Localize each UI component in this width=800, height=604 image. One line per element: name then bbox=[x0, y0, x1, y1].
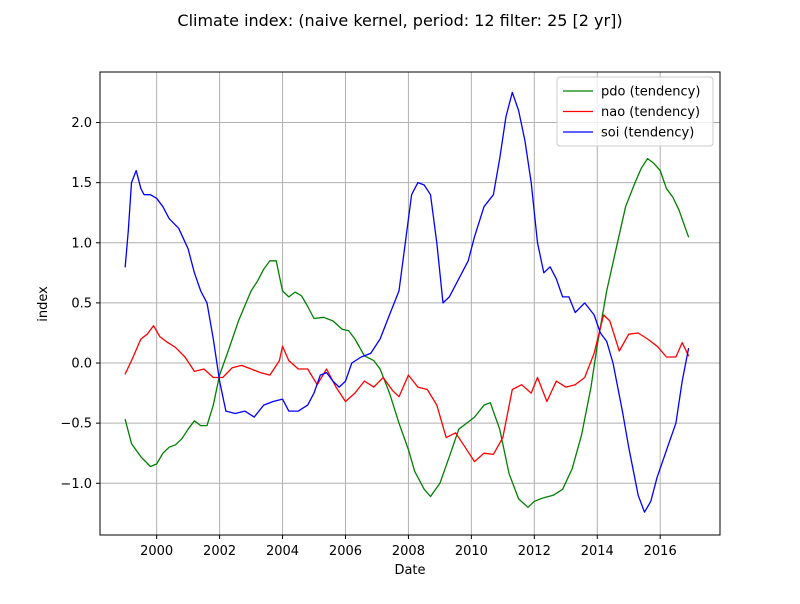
grid bbox=[100, 72, 720, 535]
y-tick-label: 0.5 bbox=[71, 296, 92, 311]
y-tick-label: 2.0 bbox=[71, 116, 92, 131]
x-tick-label: 2000 bbox=[140, 544, 173, 559]
legend-label-soi: soi (tendency) bbox=[601, 126, 694, 141]
x-tick-label: 2014 bbox=[581, 544, 614, 559]
y-tick-label: 1.0 bbox=[71, 236, 92, 251]
series-line-nao bbox=[124, 314, 690, 463]
x-tick-label: 2002 bbox=[203, 544, 236, 559]
x-tick-label: 2010 bbox=[455, 544, 488, 559]
series-lines bbox=[124, 91, 690, 513]
y-tick-label: −1.0 bbox=[60, 477, 92, 492]
legend-label-nao: nao (tendency) bbox=[601, 105, 700, 120]
y-tick-label: −0.5 bbox=[60, 417, 92, 432]
y-axis-label: index bbox=[36, 286, 51, 322]
x-tick-label: 2006 bbox=[329, 544, 362, 559]
y-axis-ticks: −1.0 −0.5 0.0 0.5 1.0 1.5 2.0 bbox=[60, 116, 100, 492]
x-axis-ticks: 2000 2002 2004 2006 2008 2010 2012 2014 2016 bbox=[140, 535, 677, 559]
plot-frame bbox=[99, 71, 721, 536]
y-tick-label: 0.0 bbox=[71, 357, 92, 372]
x-tick-label: 2004 bbox=[266, 544, 299, 559]
x-tick-label: 2008 bbox=[392, 544, 425, 559]
legend-items: pdo (tendency) nao (tendency) soi (tendenc… bbox=[563, 85, 700, 141]
x-axis-label: Date bbox=[394, 563, 425, 578]
legend-box bbox=[556, 76, 714, 147]
x-tick-label: 2016 bbox=[644, 544, 677, 559]
legend-label-pdo: pdo (tendency) bbox=[601, 85, 700, 100]
chart-title: Climate index: (naive kernel, period: 12… bbox=[177, 11, 622, 30]
x-tick-label: 2012 bbox=[518, 544, 551, 559]
y-tick-label: 1.5 bbox=[71, 176, 92, 191]
series-line-soi bbox=[124, 91, 690, 513]
series-line-pdo bbox=[124, 157, 690, 508]
legend: pdo (tendency) nao (tendency) soi (tendenc… bbox=[556, 76, 714, 147]
